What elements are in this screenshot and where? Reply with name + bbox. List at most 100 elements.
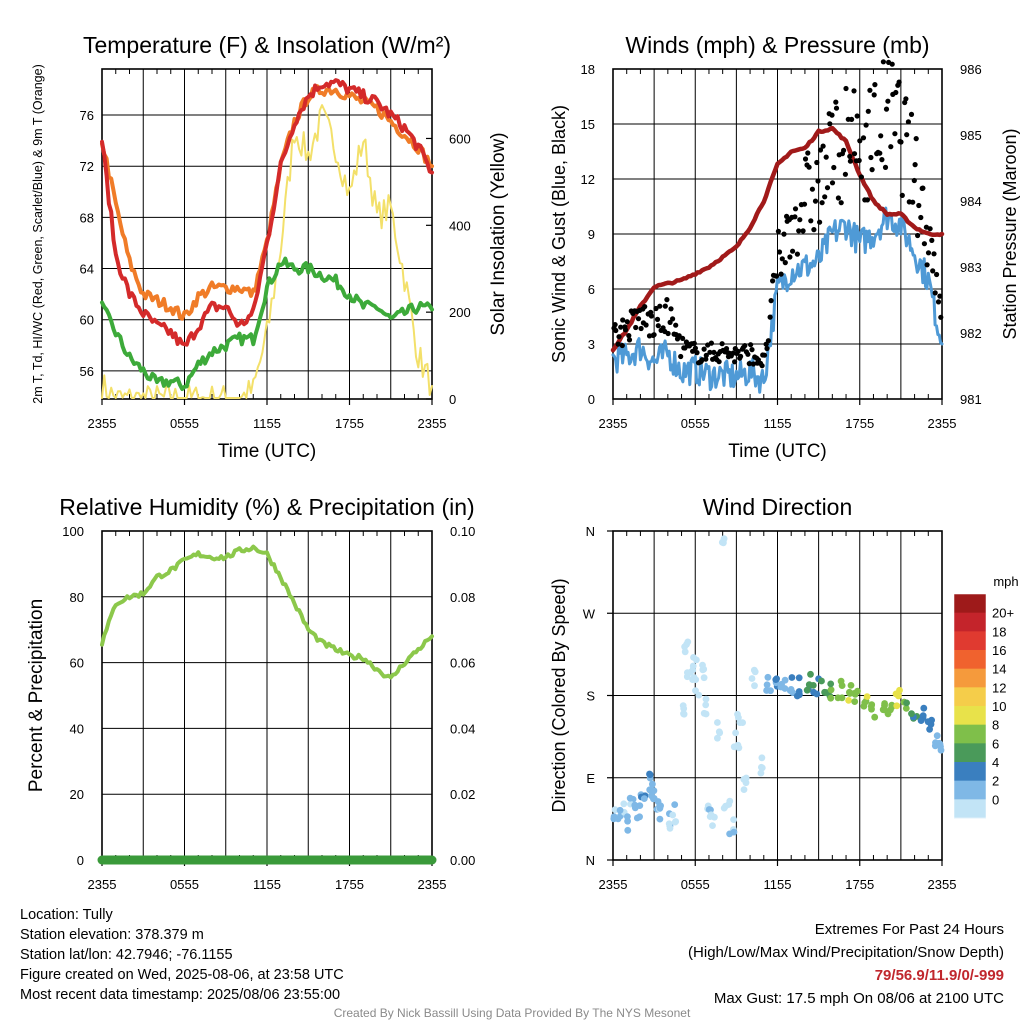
direction-point (707, 811, 715, 819)
gust-point (930, 268, 936, 274)
legend-swatch (954, 687, 986, 707)
direction-point (725, 801, 733, 808)
gust-point (920, 185, 926, 191)
x-tick-label: 2355 (599, 416, 628, 431)
gust-point (888, 144, 894, 150)
direction-point (809, 682, 817, 689)
direction-point (631, 804, 639, 812)
direction-point (868, 705, 875, 713)
gust-point (691, 340, 697, 346)
gust-point (838, 200, 844, 206)
gust-point (619, 342, 625, 349)
gust-point (790, 248, 796, 254)
direction-point (863, 693, 871, 700)
legend-swatch (954, 668, 986, 688)
direction-point (705, 806, 713, 813)
panel-4: 2355 0555 1155 1755 2355 Wind Direction N E S W N D… (549, 494, 1019, 892)
gust-point (654, 316, 661, 322)
chart-title: Winds (mph) & Pressure (mb) (625, 32, 929, 58)
x-tick-label: 1755 (845, 877, 874, 892)
gust-point (638, 325, 644, 332)
direction-point (881, 700, 888, 707)
y-tick-label: 68 (80, 210, 94, 225)
y-right-tick-label: 0.00 (450, 853, 475, 868)
y-axis-label: Percent & Precipitation (26, 599, 47, 792)
gust-point (872, 82, 878, 88)
gust-point (745, 351, 751, 357)
direction-point (611, 806, 619, 814)
x-tick-label: 1755 (845, 416, 874, 431)
direction-point (902, 705, 910, 712)
gust-point (924, 262, 930, 268)
gust-point (773, 273, 780, 279)
location-text: Location: Tully (20, 907, 113, 923)
direction-point (610, 813, 618, 820)
direction-point (730, 816, 737, 823)
direction-point (640, 795, 648, 802)
legend-label: 16 (992, 643, 1006, 658)
y-tick-label: 60 (80, 313, 94, 328)
direction-point (714, 719, 721, 726)
direction-point (781, 676, 789, 684)
gust-point (719, 341, 725, 347)
y-tick-label: N (586, 524, 595, 539)
x-tick-label: 1755 (335, 877, 364, 892)
direction-point (689, 662, 697, 670)
direction-point (903, 699, 910, 707)
legend-swatch (954, 780, 986, 800)
direction-point (715, 728, 723, 736)
gust-point (851, 151, 858, 157)
gust-point (673, 322, 679, 328)
gust-point (858, 174, 865, 180)
y-tick-label: 56 (80, 364, 94, 379)
direction-point (871, 713, 879, 721)
gust-point (768, 298, 774, 304)
direction-point (719, 538, 727, 545)
gust-point (732, 359, 738, 365)
gust-point (880, 59, 887, 65)
x-tick-label: 1155 (764, 877, 792, 892)
direction-point (764, 673, 772, 681)
y-right-tick-label: 0 (449, 392, 456, 407)
x-axis-label: Time (UTC) (728, 441, 827, 462)
gust-point (860, 135, 867, 141)
extremes-title: Extremes For Past 24 Hours (814, 921, 1004, 938)
credit-text: Created By Nick Bassill Using Data Provi… (333, 1006, 691, 1020)
gust-point (827, 121, 833, 127)
y-tick-label: 6 (588, 282, 595, 297)
gust-point (811, 227, 817, 233)
direction-point (795, 674, 803, 682)
direction-point (924, 718, 932, 726)
direction-point (861, 699, 869, 706)
gust-point (819, 200, 825, 206)
x-tick-label: 0555 (681, 416, 710, 431)
gust-point (829, 112, 835, 118)
gust-point (910, 199, 916, 205)
gust-point (742, 343, 748, 349)
legend-swatch (954, 650, 986, 670)
gust-point (643, 322, 649, 328)
gust-point (765, 338, 772, 344)
x-tick-label: 0555 (170, 416, 199, 431)
direction-point (616, 806, 624, 814)
gust-point (931, 251, 937, 257)
gust-point (833, 105, 840, 111)
gust-point (662, 303, 668, 309)
y-tick-label: 60 (70, 656, 84, 671)
direction-point (795, 688, 803, 695)
gust-point (849, 116, 855, 122)
gust-point (776, 249, 783, 255)
gust-point (815, 178, 821, 184)
gust-point (633, 324, 639, 331)
direction-point (683, 640, 690, 648)
x-tick-label: 1155 (253, 416, 281, 431)
direction-point (937, 743, 944, 750)
x-tick-label: 2355 (928, 877, 957, 892)
y-tick-label: 100 (62, 524, 84, 539)
x-tick-label: 1755 (335, 416, 364, 431)
gust-point (746, 361, 752, 367)
direction-point (920, 704, 928, 712)
gust-point (921, 241, 928, 247)
y-tick-label: 15 (581, 117, 595, 132)
extremes-values: 79/56.9/11.9/0/-999 (874, 967, 1004, 984)
